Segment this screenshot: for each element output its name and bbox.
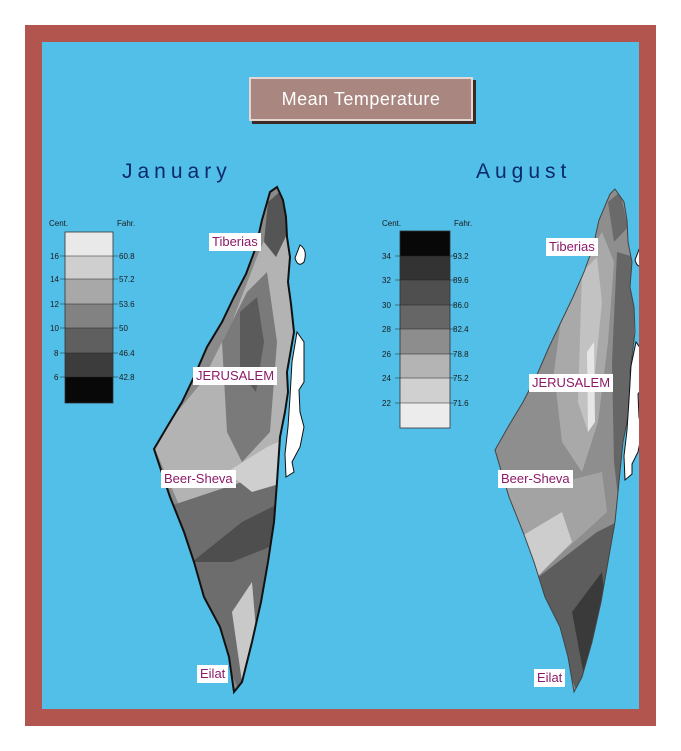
legend-band <box>400 403 450 428</box>
legend-celsius-value: 12 <box>50 300 59 309</box>
legend-celsius-value: 14 <box>50 275 59 284</box>
dead-sea-august <box>623 340 639 482</box>
legend-band <box>400 231 450 256</box>
legend-fahrenheit-value: 50 <box>119 324 128 333</box>
month-label-august: August <box>476 160 572 183</box>
sea-of-galilee-august <box>634 248 639 267</box>
legend-celsius-value: 32 <box>382 276 391 285</box>
israel-outline-august <box>494 188 636 694</box>
legend-band <box>65 256 113 279</box>
legend-celsius-value: 24 <box>382 374 391 383</box>
legend-fahrenheit-value: 60.8 <box>119 252 135 261</box>
legend-band <box>400 305 450 329</box>
legend-fahrenheit-value: 57.2 <box>119 275 135 284</box>
legend-celsius-value: 30 <box>382 301 391 310</box>
city-label-tiberias: Tiberias <box>546 238 598 256</box>
legend-celsius-value: 16 <box>50 252 59 261</box>
city-label-beer-sheva: Beer-Sheva <box>498 470 573 488</box>
legend-band <box>65 232 113 256</box>
legend-august: Cent. Fahr. 34 32 30 28 <box>382 219 472 429</box>
legend-band <box>400 280 450 305</box>
legend-band <box>65 279 113 304</box>
map-panel: Mean Temperature January August Cent. Fa… <box>42 42 639 709</box>
city-label-beer-sheva: Beer-Sheva <box>161 470 236 488</box>
legend-celsius-value: 8 <box>54 349 59 358</box>
legend-celsius-value: 22 <box>382 399 391 408</box>
legend-january: Cent. Fahr. 16 14 12 10 8 6 <box>49 219 135 404</box>
legend-header-fahrenheit: Fahr. <box>117 219 135 228</box>
month-label-january: January <box>122 160 232 183</box>
legend-celsius-value: 34 <box>382 252 391 261</box>
legend-fahrenheit-value: 82.4 <box>453 325 469 334</box>
legend-header-celsius: Cent. <box>382 219 401 228</box>
legend-fahrenheit-value: 46.4 <box>119 349 135 358</box>
legend-celsius-value: 26 <box>382 350 391 359</box>
legend-fahrenheit-value: 53.6 <box>119 300 135 309</box>
legend-fahrenheit-value: 93.2 <box>453 252 469 261</box>
legend-band <box>65 304 113 328</box>
legend-band <box>400 378 450 403</box>
legend-header-fahrenheit: Fahr. <box>454 219 472 228</box>
city-label-eilat: Eilat <box>534 669 566 687</box>
legend-celsius-value: 6 <box>54 373 59 382</box>
legend-band <box>400 329 450 354</box>
map-title: Mean Temperature <box>249 77 473 121</box>
legend-swatches <box>399 230 451 429</box>
legend-celsius-value: 28 <box>382 325 391 334</box>
city-label-tiberias: Tiberias <box>209 233 261 251</box>
city-label-eilat: Eilat <box>197 665 229 683</box>
legend-fahrenheit-value: 86.0 <box>453 301 469 310</box>
legend-band <box>400 354 450 378</box>
legend-header-celsius: Cent. <box>49 219 68 228</box>
legend-band <box>65 328 113 353</box>
legend-fahrenheit-value: 71.6 <box>453 399 469 408</box>
legend-band <box>65 377 113 403</box>
legend-fahrenheit-value: 78.8 <box>453 350 469 359</box>
legend-celsius-value: 10 <box>50 324 59 333</box>
city-label-jerusalem: JERUSALEM <box>193 367 278 385</box>
legend-swatches <box>64 231 114 404</box>
legend-band <box>65 353 113 377</box>
israel-outline-january <box>152 185 296 695</box>
temperature-map-august <box>494 188 639 694</box>
sea-of-galilee-january <box>294 244 306 265</box>
legend-band <box>400 256 450 280</box>
legend-fahrenheit-value: 42.8 <box>119 373 135 382</box>
legend-fahrenheit-value: 75.2 <box>453 374 469 383</box>
legend-fahrenheit-value: 89.6 <box>453 276 469 285</box>
dead-sea-january <box>284 330 305 478</box>
map-frame: Mean Temperature January August Cent. Fa… <box>25 25 656 726</box>
city-label-jerusalem: JERUSALEM <box>529 374 614 392</box>
